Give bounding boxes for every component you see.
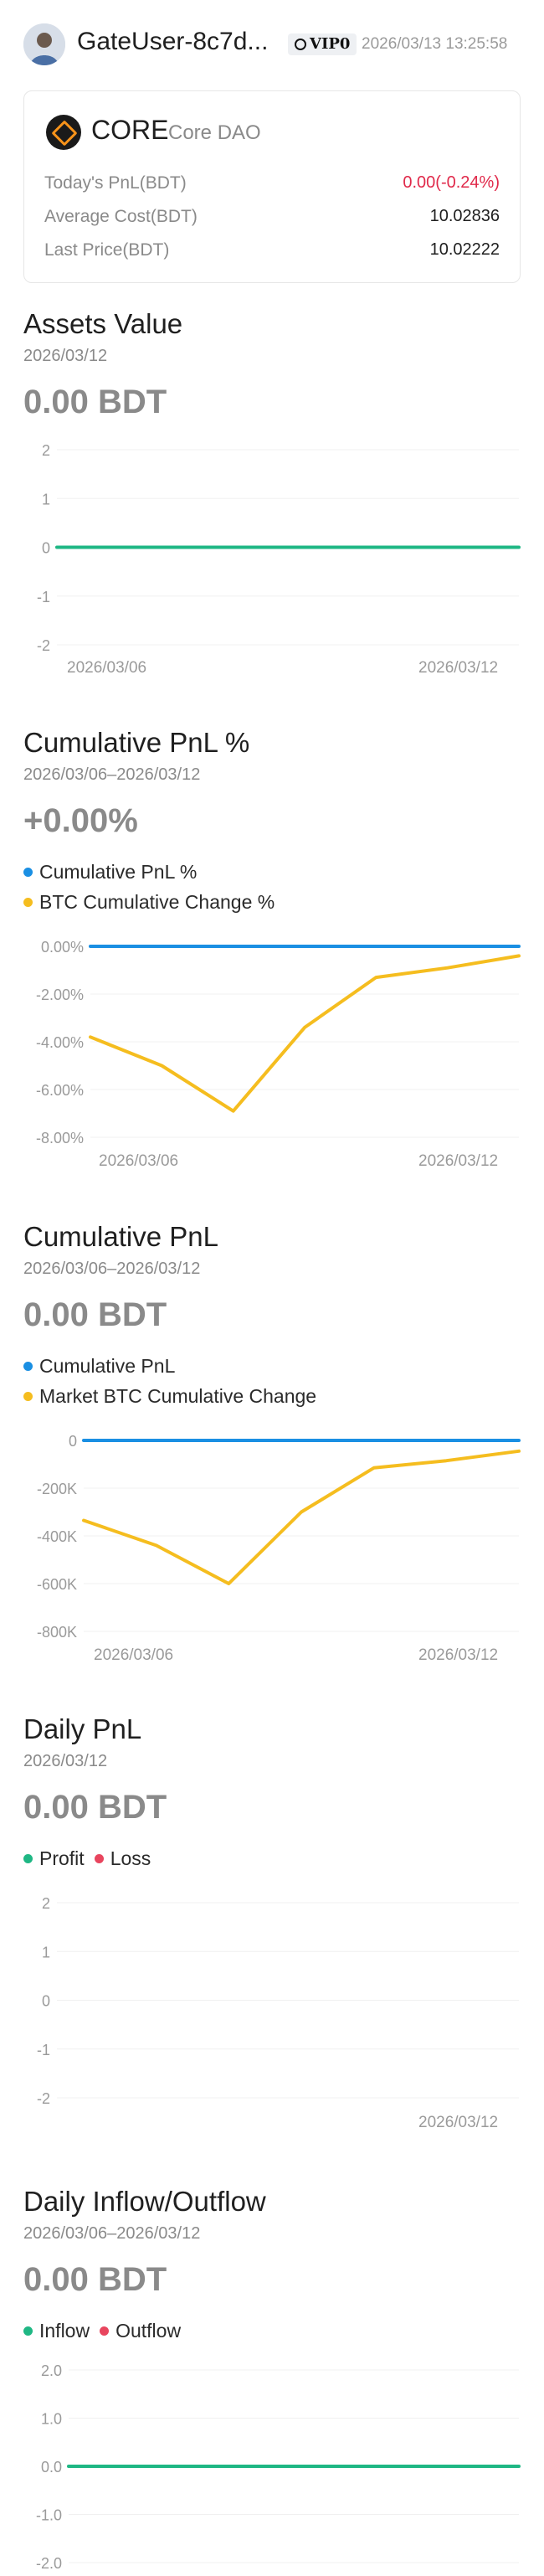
cumulative-pnl-pct-value: +0.00% xyxy=(23,802,138,839)
legend-market-btc-cumulative-change: Market BTC Cumulative Change xyxy=(23,1385,316,1408)
legend-label: Loss xyxy=(110,1847,151,1869)
cumulative-pnl-pct-title: Cumulative PnL % xyxy=(23,727,250,758)
coin-symbol: CORE xyxy=(91,115,169,145)
cumulative-pnl-value: 0.00 BDT xyxy=(23,1296,167,1333)
legend-dot-icon xyxy=(100,2326,110,2336)
y-tick-label: 0 xyxy=(42,1993,50,2010)
core-logo-icon xyxy=(46,115,81,150)
y-tick-label: -2.0 xyxy=(36,2555,62,2572)
cumulative-pnl-chart[interactable]: 0 -200K -400K -600K -800K 2026/03/06 2026/03/1… xyxy=(0,1415,544,1675)
cumulative-pnl-pct-date: 2026/03/06–2026/03/12 xyxy=(23,765,201,784)
daily-pnl-date: 2026/03/12 xyxy=(23,1752,108,1770)
legend-cumulative-pnl-pct: Cumulative PnL % xyxy=(23,861,197,884)
cumulative-pnl-title: Cumulative PnL xyxy=(23,1221,218,1252)
legend-dot-icon xyxy=(23,2326,33,2336)
y-tick-label: 2.0 xyxy=(41,2362,62,2379)
legend-label: Profit xyxy=(39,1847,85,1869)
y-tick-label: -600K xyxy=(37,1576,77,1593)
assets-value-date: 2026/03/12 xyxy=(23,347,108,365)
daily-pnl-value: 0.00 BDT xyxy=(23,1789,167,1826)
legend-label: Inflow xyxy=(39,2320,90,2342)
daily-inflow-outflow-date: 2026/03/06–2026/03/12 xyxy=(23,2224,201,2243)
x-tick-label: 2026/03/06 xyxy=(99,1152,178,1170)
legend-profit-loss: Profit Loss xyxy=(23,1847,151,1870)
daily-inflow-outflow-value: 0.00 BDT xyxy=(23,2261,167,2298)
legend-label: Outflow xyxy=(115,2320,182,2342)
y-tick-label: -400K xyxy=(37,1528,77,1545)
x-tick-label: 2026/03/06 xyxy=(67,659,146,677)
series-line xyxy=(89,954,521,1113)
todays-pnl-value: 0.00(-0.24%) xyxy=(403,173,500,192)
cumulative-pnl-pct-chart[interactable]: 0.00% -2.00% -4.00% -6.00% -8.00% 2026/03/06 2… xyxy=(0,921,544,1181)
legend-label: BTC Cumulative Change % xyxy=(39,891,275,913)
legend-inflow-outflow: Inflow Outflow xyxy=(23,2320,181,2342)
avatar[interactable] xyxy=(23,23,65,65)
daily-pnl-chart[interactable]: 2 1 0 -1 -2 2026/03/12 xyxy=(0,1884,544,2136)
cumulative-pnl-date: 2026/03/06–2026/03/12 xyxy=(23,1260,201,1278)
y-tick-label: 2 xyxy=(42,442,50,459)
legend-label: Market BTC Cumulative Change xyxy=(39,1385,317,1407)
y-tick-label: 1.0 xyxy=(41,2411,62,2428)
y-tick-label: -800K xyxy=(37,1624,77,1641)
legend-label: Cumulative PnL xyxy=(39,1355,176,1377)
y-tick-label: 1 xyxy=(42,491,50,507)
vip-label: VIP0 xyxy=(310,35,351,53)
y-tick-label: 0 xyxy=(69,1433,77,1450)
assets-value-chart[interactable]: 2 1 0 -1 -2 2026/03/06 2026/03/12 xyxy=(0,431,544,683)
y-tick-label: -6.00% xyxy=(36,1082,84,1099)
y-tick-label: 0.0 xyxy=(41,2459,62,2476)
user-avatar-icon xyxy=(23,23,65,65)
x-tick-label: 2026/03/06 xyxy=(94,1646,173,1664)
y-tick-label: -2.00% xyxy=(36,987,84,1003)
legend-dot-icon xyxy=(94,1854,104,1863)
y-tick-label: -1 xyxy=(37,2042,50,2058)
vip-badge: VIP0 xyxy=(288,33,357,55)
y-tick-label: 1 xyxy=(42,1944,50,1960)
legend-dot-icon xyxy=(23,1392,33,1401)
average-cost-label: Average Cost(BDT) xyxy=(44,207,198,226)
legend-cumulative-pnl: Cumulative PnL xyxy=(23,1355,175,1378)
last-price-label: Last Price(BDT) xyxy=(44,240,170,260)
legend-label: Cumulative PnL % xyxy=(39,861,198,883)
daily-inflow-outflow-title: Daily Inflow/Outflow xyxy=(23,2186,266,2217)
y-tick-label: -1 xyxy=(37,589,50,605)
header: GateUser-8c7d... VIP0 2026/03/13 13:25:5… xyxy=(0,0,544,84)
y-tick-label: -200K xyxy=(37,1481,77,1497)
legend-btc-cumulative-change-pct: BTC Cumulative Change % xyxy=(23,891,275,914)
y-tick-label: 2 xyxy=(42,1895,50,1912)
y-tick-label: -2 xyxy=(37,2090,50,2107)
x-tick-label: 2026/03/12 xyxy=(418,2114,498,2131)
y-tick-label: -2 xyxy=(37,637,50,654)
x-tick-label: 2026/03/12 xyxy=(418,659,498,677)
series-line xyxy=(82,1449,521,1585)
legend-dot-icon xyxy=(23,1854,33,1863)
coin-summary-card: CORE Core DAO Today's PnL(BDT) 0.00(-0.2… xyxy=(23,90,521,283)
legend-dot-icon xyxy=(23,1362,33,1371)
y-tick-label: -8.00% xyxy=(36,1130,84,1146)
y-tick-label: -1.0 xyxy=(36,2507,62,2524)
coin-name: Core DAO xyxy=(168,121,261,144)
last-price-value: 10.02222 xyxy=(429,240,500,259)
x-tick-label: 2026/03/12 xyxy=(418,1646,498,1664)
legend-dot-icon xyxy=(23,868,33,877)
assets-value-amount: 0.00 BDT xyxy=(23,384,167,420)
y-tick-label: 0 xyxy=(42,540,50,557)
vip-icon xyxy=(295,39,306,50)
timestamp: 2026/03/13 13:25:58 xyxy=(362,35,508,53)
todays-pnl-label: Today's PnL(BDT) xyxy=(44,173,187,193)
username: GateUser-8c7d... xyxy=(77,28,269,55)
average-cost-value: 10.02836 xyxy=(429,207,500,225)
legend-dot-icon xyxy=(23,898,33,907)
assets-value-title: Assets Value xyxy=(23,308,183,339)
y-tick-label: -4.00% xyxy=(36,1034,84,1051)
daily-pnl-title: Daily PnL xyxy=(23,1713,142,1744)
y-tick-label: 0.00% xyxy=(41,939,84,956)
x-tick-label: 2026/03/12 xyxy=(418,1152,498,1170)
